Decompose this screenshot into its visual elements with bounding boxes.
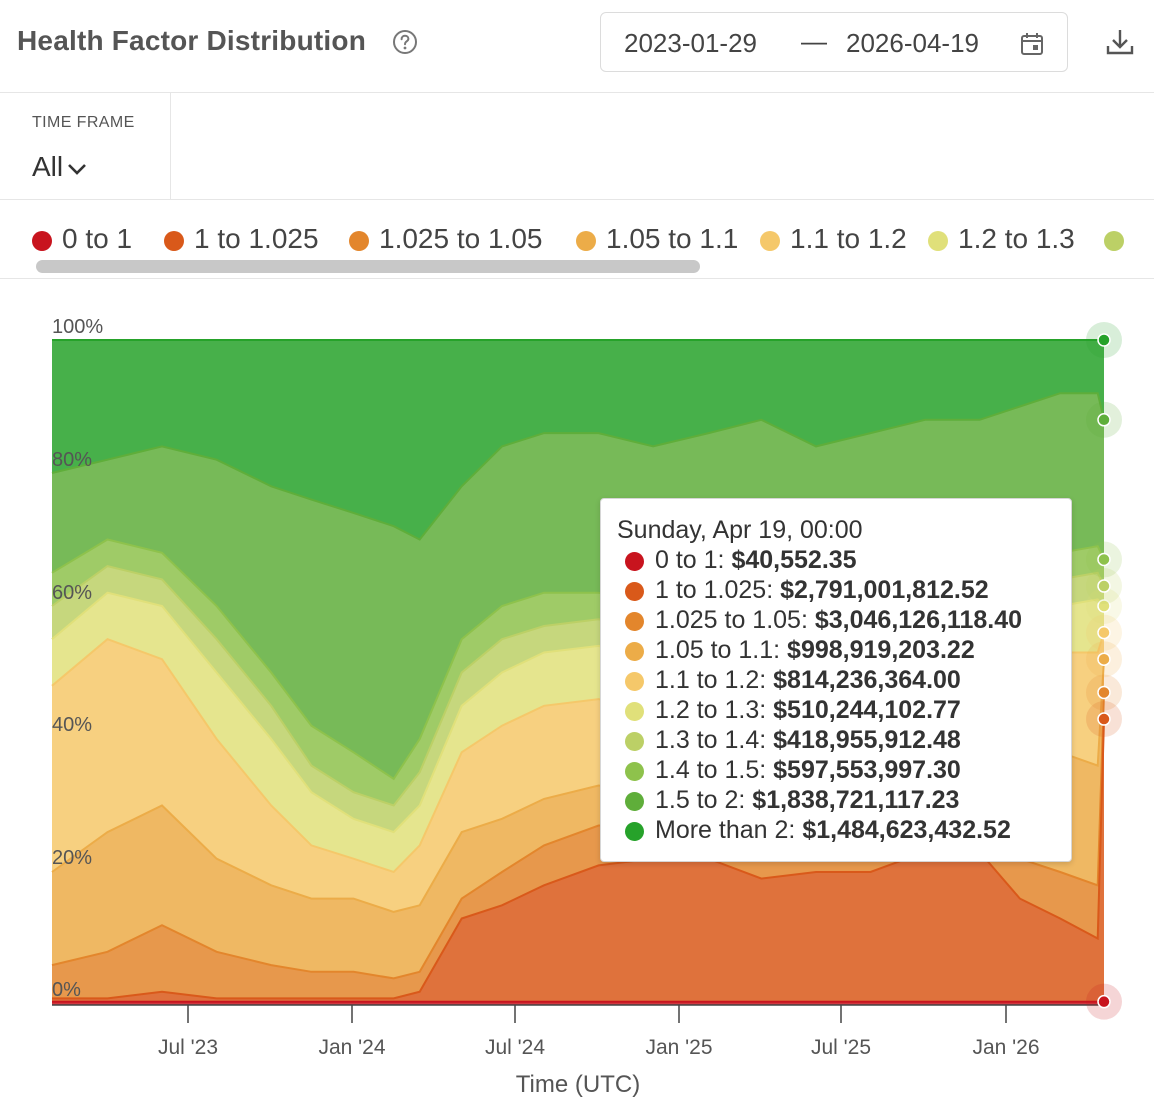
x-tick-label: Jan '24 — [318, 1036, 385, 1059]
x-tick-label: Jul '24 — [485, 1036, 545, 1059]
tooltip-dot — [625, 552, 644, 571]
tooltip-title: Sunday, Apr 19, 00:00 — [617, 516, 863, 544]
legend-dot — [1104, 231, 1124, 251]
chart-header: Health Factor Distribution 2023-01-29 — … — [0, 0, 1154, 93]
marker-dot-1.3-to-1.4[interactable] — [1097, 579, 1111, 593]
x-axis: Jul '23 Jan '24 Jul '24 Jan '25 Jul '25 … — [52, 1004, 1104, 1098]
area-1-to-1.025 — [52, 719, 1104, 1005]
legend-scrollbar[interactable] — [36, 260, 700, 273]
legend-dot — [164, 231, 184, 251]
legend-dot — [32, 231, 52, 251]
tooltip-value: $1,484,623,432.52 — [802, 816, 1011, 844]
tooltip-value: $40,552.35 — [731, 546, 857, 574]
tooltip-value: $2,791,001,812.52 — [780, 576, 989, 604]
date-range-picker[interactable]: 2023-01-29 — 2026-04-19 — [600, 12, 1068, 72]
marker-dot-1.4-to-1.5[interactable] — [1097, 552, 1111, 567]
tooltip-value: $3,046,126,118.40 — [814, 606, 1023, 634]
tooltip-dot — [625, 702, 644, 721]
date-separator: — — [801, 26, 827, 56]
tooltip-label: 1.2 to 1.3: $510,244,102.77 — [655, 696, 961, 724]
filter-bar: TIME FRAME All — [0, 93, 1154, 200]
legend: 0 to 1 1 to 1.025 1.025 to 1.05 1.05 to … — [0, 200, 1154, 279]
legend-label: 1.1 to 1.2 — [790, 223, 907, 254]
tooltip-dot — [625, 582, 644, 601]
marker-dot-1.5-to-2[interactable] — [1097, 413, 1111, 427]
series-line-1.5-to-2 — [51, 392, 1105, 541]
date-end[interactable]: 2026-04-19 — [846, 28, 979, 58]
legend-label: 1.025 to 1.05 — [379, 223, 543, 254]
y-tick-label: 100% — [52, 316, 103, 338]
y-tick-label: 40% — [52, 714, 92, 736]
timeframe-dropdown[interactable]: All — [32, 151, 87, 183]
legend-dot — [760, 231, 780, 251]
calendar-icon[interactable] — [1019, 31, 1045, 57]
tooltip-dot — [625, 672, 644, 691]
y-tick-label: 20% — [52, 847, 92, 869]
chevron-down-icon — [68, 163, 87, 175]
x-tick-label: Jan '26 — [972, 1036, 1039, 1059]
timeframe-filter: TIME FRAME All — [0, 93, 171, 199]
x-axis-title: Time (UTC) — [516, 1071, 640, 1098]
legend-dot — [576, 231, 596, 251]
y-tick-label: 60% — [52, 582, 92, 604]
x-tick-label: Jul '25 — [811, 1036, 871, 1059]
tooltip-label: 1.1 to 1.2: $814,236,364.00 — [655, 666, 961, 694]
legend-label: 1.05 to 1.1 — [606, 223, 739, 254]
timeframe-label: TIME FRAME — [32, 114, 135, 131]
marker-dot-more-than-2[interactable] — [1097, 333, 1111, 347]
tooltip-dot — [625, 822, 644, 841]
marker-dot-1.1-to-1.2[interactable] — [1097, 625, 1111, 640]
page-title: Health Factor Distribution — [17, 25, 366, 56]
marker-dot-1.05-to-1.1[interactable] — [1097, 652, 1111, 666]
tooltip-value: $510,244,102.77 — [773, 696, 961, 724]
tooltip-label: More than 2: $1,484,623,432.52 — [655, 816, 1011, 844]
legend-dot — [928, 231, 948, 251]
tooltip-value: $418,955,912.48 — [773, 726, 961, 754]
date-start[interactable]: 2023-01-29 — [624, 28, 757, 58]
tooltip-dot — [625, 732, 644, 751]
chart-tooltip: Sunday, Apr 19, 00:00 0 to 1: $40,552.35… — [600, 498, 1072, 862]
tooltip-dot — [625, 762, 644, 781]
download-icon[interactable] — [1104, 26, 1136, 58]
tooltip-label: 1.05 to 1.1: $998,919,203.22 — [655, 636, 975, 664]
tooltip-label: 1.3 to 1.4: $418,955,912.48 — [655, 726, 961, 754]
hover-markers — [1086, 322, 1122, 1020]
y-tick-label: 80% — [52, 449, 92, 471]
tooltip-label: 1.025 to 1.05: $3,046,126,118.40 — [655, 606, 1023, 634]
tooltip-label: 1.4 to 1.5: $597,553,997.30 — [655, 756, 961, 784]
marker-dot-0-to-1[interactable] — [1097, 994, 1111, 1009]
y-axis: 0% 20% 40% 60% 80% 100% — [52, 316, 103, 1001]
marker-dot-1-to-1.025[interactable] — [1097, 712, 1111, 726]
marker-dot-1.025-to-1.05[interactable] — [1097, 685, 1111, 700]
help-icon[interactable] — [392, 29, 418, 55]
y-tick-label: 0% — [52, 979, 81, 1001]
x-tick-label: Jul '23 — [158, 1036, 218, 1059]
tooltip-value: $814,236,364.00 — [773, 666, 961, 694]
legend-dot — [349, 231, 369, 251]
tooltip-value: $1,838,721,117.23 — [752, 786, 960, 814]
tooltip-label: 1 to 1.025: $2,791,001,812.52 — [655, 576, 989, 604]
tooltip-dot — [625, 792, 644, 811]
tooltip-label: 0 to 1: $40,552.35 — [655, 546, 857, 574]
tooltip-value: $597,553,997.30 — [773, 756, 961, 784]
tooltip-value: $998,919,203.22 — [787, 636, 975, 664]
tooltip-label: 1.5 to 2: $1,838,721,117.23 — [655, 786, 960, 814]
legend-label: 1 to 1.025 — [194, 223, 319, 254]
marker-dot-1.2-to-1.3[interactable] — [1097, 599, 1111, 613]
legend-label: 1.2 to 1.3 — [958, 223, 1075, 254]
legend-label: 0 to 1 — [62, 223, 133, 254]
tooltip-dot — [625, 612, 644, 631]
tooltip-dot — [625, 642, 644, 661]
x-tick-label: Jan '25 — [645, 1036, 712, 1059]
timeframe-value: All — [32, 151, 64, 182]
